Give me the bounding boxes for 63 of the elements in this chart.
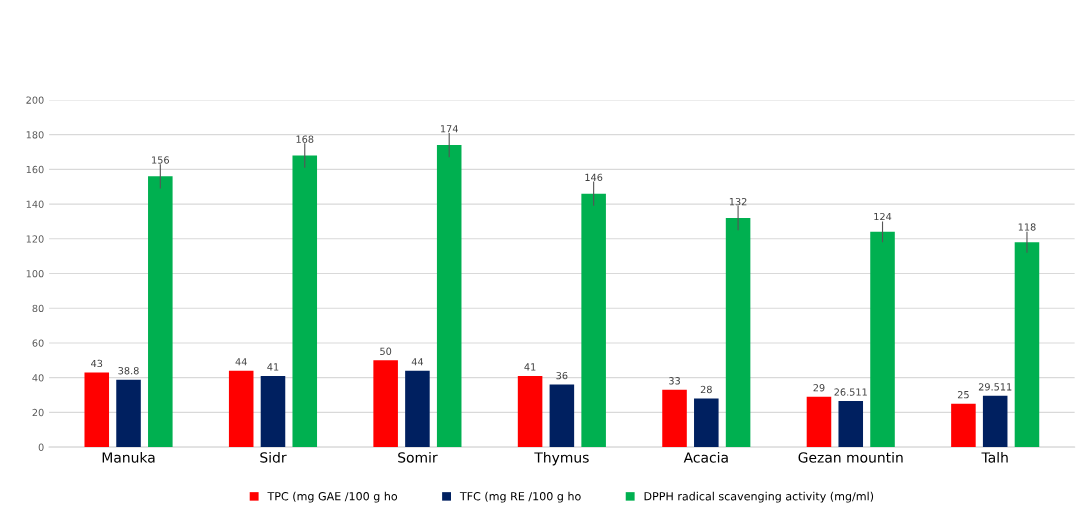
x-tick-label: Talh	[981, 451, 1008, 463]
bar	[806, 396, 832, 448]
data-label: 41	[524, 363, 536, 371]
data-label: 26.511	[834, 388, 867, 396]
bar	[951, 403, 976, 448]
bar	[373, 360, 398, 448]
bar	[694, 398, 719, 448]
bar	[662, 389, 687, 448]
data-label: 146	[585, 173, 603, 182]
data-label: 50	[380, 347, 392, 355]
bar	[581, 193, 606, 448]
y-tick-label: 40	[32, 374, 44, 382]
bar	[982, 395, 1008, 448]
data-label: 38.8	[118, 367, 139, 375]
bar	[116, 379, 141, 448]
data-label: 41	[267, 363, 279, 371]
bar	[549, 384, 575, 448]
data-label: 44	[235, 358, 247, 366]
bar	[292, 155, 318, 448]
y-tick-label: 140	[26, 200, 44, 208]
y-tick-label: 20	[32, 408, 44, 417]
x-tick-label: Manuka	[102, 451, 155, 463]
x-tick-label: Somir	[398, 451, 438, 463]
x-tick-label: Acacia	[683, 451, 728, 463]
bar	[228, 370, 254, 448]
y-tick-label: 160	[26, 165, 44, 174]
x-tick-label: Sidr	[260, 451, 287, 463]
y-tick-label: 0	[38, 443, 44, 451]
data-label: 29.511	[978, 383, 1012, 391]
data-label: 25	[957, 391, 969, 399]
data-label: 28	[700, 385, 712, 394]
data-label: 44	[411, 358, 424, 366]
x-tick-label: Gezan mountin	[798, 451, 903, 463]
data-label: 124	[874, 212, 892, 221]
data-label: 132	[729, 197, 747, 206]
bar	[148, 176, 173, 448]
data-label: 118	[1018, 223, 1036, 231]
data-label: 29	[813, 384, 825, 392]
y-tick-label: 200	[26, 96, 44, 104]
bar	[405, 370, 430, 448]
legend-label: TFC (mg RE /100 g ho	[459, 491, 581, 503]
legend-label: DPPH radical scavenging activity (mg/ml)	[644, 491, 874, 503]
bar	[436, 145, 462, 448]
bar	[838, 401, 864, 448]
bar	[517, 375, 543, 448]
bar	[84, 372, 110, 448]
bar	[260, 375, 286, 448]
legend-label: TPC (mg GAE /100 g ho	[267, 491, 398, 503]
data-label: 156	[152, 156, 169, 164]
data-label: 33	[669, 377, 680, 385]
y-tick-label: 80	[32, 304, 44, 313]
y-tick-label: 100	[26, 270, 44, 278]
data-label: 174	[440, 125, 458, 133]
y-tick-label: 120	[26, 235, 44, 243]
data-label: 36	[556, 371, 568, 380]
bar	[725, 217, 751, 448]
x-tick-label: Thymus	[534, 451, 589, 466]
bar	[1014, 242, 1040, 448]
data-label: 168	[296, 135, 314, 143]
data-label: 43	[91, 359, 103, 368]
y-tick-label: 180	[26, 131, 44, 139]
y-tick-label: 60	[32, 339, 44, 347]
bar	[870, 231, 895, 448]
